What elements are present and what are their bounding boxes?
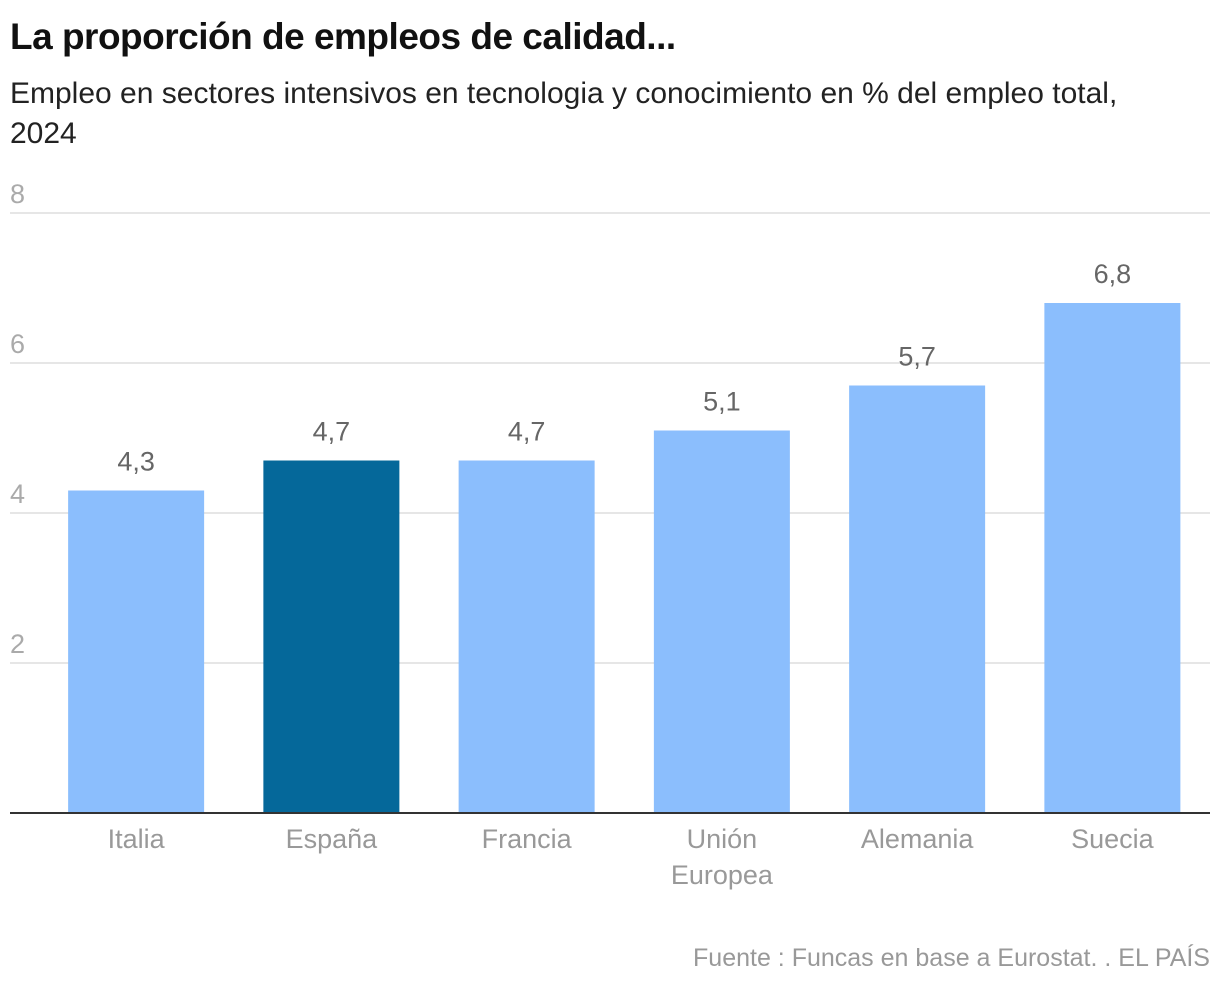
value-label: 4,7: [313, 417, 351, 447]
bar: [849, 385, 986, 813]
chart-subtitle: Empleo en sectores intensivos en tecnolo…: [10, 77, 1118, 150]
y-tick-label: 6: [10, 329, 25, 359]
value-label: 4,7: [508, 417, 546, 447]
value-label: 5,1: [703, 387, 741, 417]
source-note: Fuente : Funcas en base a Eurostat. . EL…: [693, 944, 1210, 972]
x-tick-label: Italia: [107, 824, 165, 854]
y-tick-label: 2: [10, 629, 25, 659]
value-label: 4,3: [117, 447, 155, 477]
x-tick-label: Unión Europea: [670, 824, 773, 890]
bar: [68, 490, 205, 813]
x-tick-label: España: [285, 824, 378, 854]
value-label: 5,7: [898, 342, 936, 372]
y-tick-label: 8: [10, 179, 25, 209]
chart-title: La proporción de empleos de calidad...: [10, 16, 676, 57]
bar: [458, 460, 595, 813]
x-tick-label: Alemania: [860, 824, 974, 854]
value-label: 6,8: [1094, 259, 1132, 289]
bar: [653, 430, 790, 813]
bar: [263, 460, 400, 813]
x-tick-label: Francia: [481, 824, 572, 854]
y-tick-label: 4: [10, 479, 25, 509]
bar: [1044, 303, 1181, 813]
x-tick-label: Suecia: [1071, 824, 1154, 854]
